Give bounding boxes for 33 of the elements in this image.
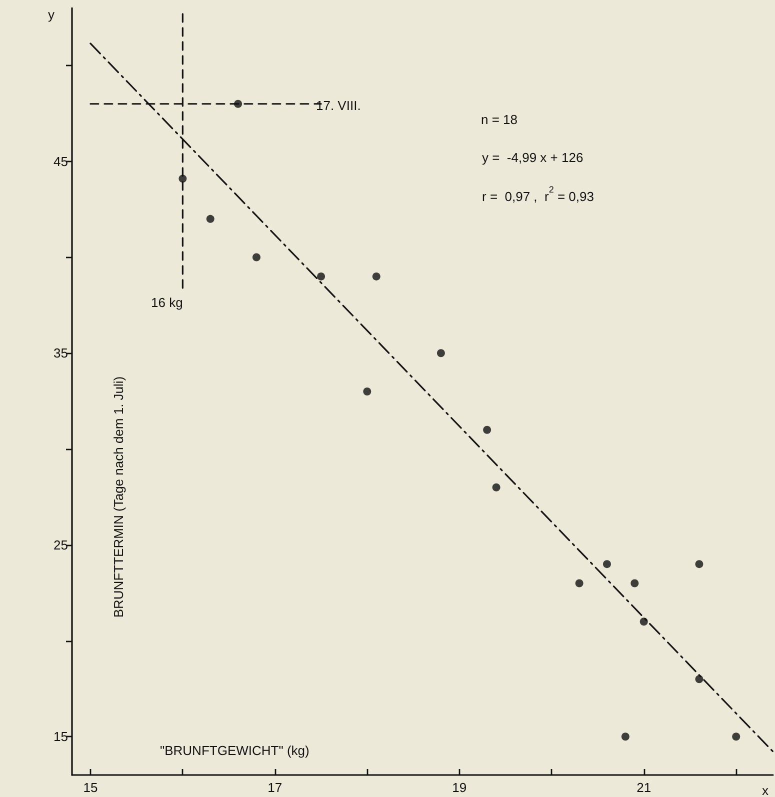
- point: [317, 272, 326, 280]
- y-tick-label: 15: [54, 729, 68, 744]
- x-tick-label: 15: [83, 780, 98, 795]
- point: [206, 214, 214, 223]
- annotation: y = -4,99 x + 126: [482, 150, 584, 165]
- annotation: 17. VIII.: [316, 98, 361, 113]
- point: [483, 426, 492, 434]
- y-axis-title: BRUNFTTERMIN (Tage nach dem 1. Juli): [111, 376, 126, 618]
- x-tick-label: 21: [636, 780, 652, 795]
- x-tick-label: 19: [452, 780, 467, 795]
- y-tick-label: 45: [54, 154, 68, 169]
- point: [436, 349, 445, 358]
- point: [492, 483, 500, 492]
- x-tick-label: 17: [268, 780, 282, 795]
- point: [695, 675, 704, 684]
- point: [363, 388, 372, 396]
- point: [372, 272, 380, 280]
- x-axis-title: "BRUNFTGEWICHT" (kg): [160, 743, 310, 758]
- y-tick-label: 35: [54, 346, 68, 361]
- point: [621, 732, 630, 741]
- point: [640, 618, 648, 626]
- point: [575, 579, 584, 588]
- text: x: [762, 783, 769, 797]
- point: [252, 253, 260, 262]
- point: [178, 174, 187, 183]
- text: y: [48, 7, 55, 22]
- annotation: n = 18: [481, 112, 518, 127]
- y-tick-label: 25: [54, 537, 68, 552]
- point: [695, 560, 704, 568]
- point: [732, 732, 740, 741]
- point: [602, 560, 611, 568]
- point: [630, 579, 639, 588]
- annotation: 16 kg: [151, 295, 183, 310]
